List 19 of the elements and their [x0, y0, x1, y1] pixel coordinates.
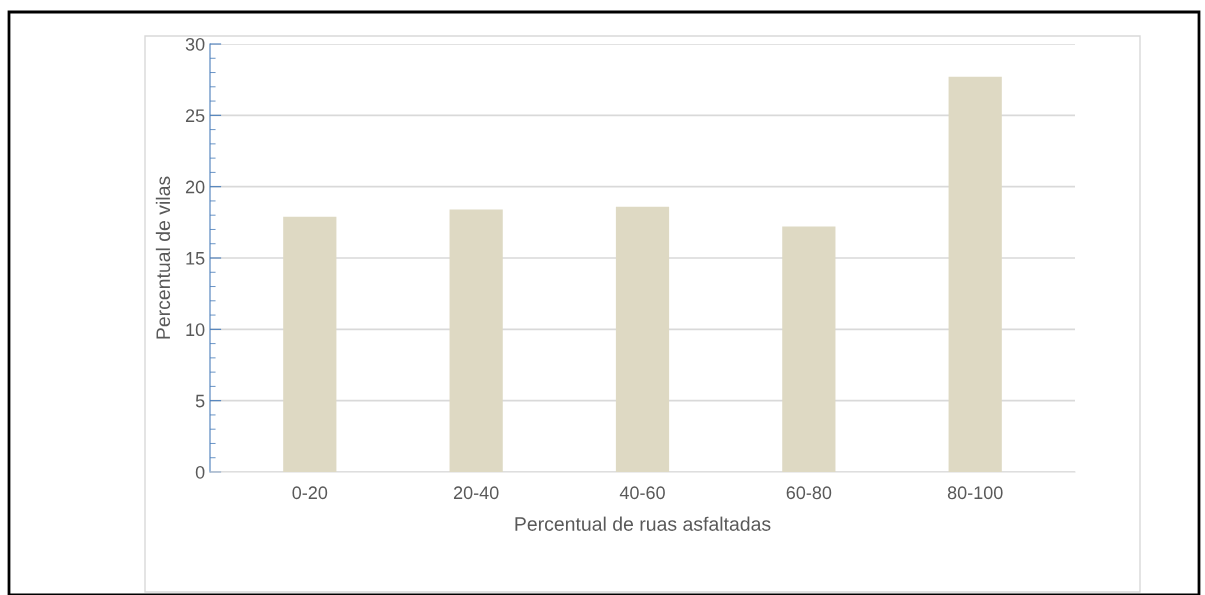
x-tick-label: 80-100 — [947, 486, 1003, 500]
x-tick-label: 0-20 — [292, 486, 328, 500]
x-axis-title: Percentual de ruas asfaltadas — [515, 516, 771, 531]
bar — [782, 226, 836, 472]
bar — [948, 76, 1002, 472]
y-tick-label: 25 — [185, 109, 205, 123]
bar — [283, 216, 337, 472]
y-tick-label: 5 — [195, 394, 205, 408]
y-axis-title: Percentual de vilas — [155, 176, 171, 339]
y-tick-label: 30 — [185, 37, 205, 51]
bar — [615, 206, 670, 472]
y-tick-label: 10 — [186, 323, 205, 337]
x-tick-label: 60-80 — [786, 486, 832, 500]
y-tick-label: 15 — [186, 252, 205, 265]
x-tick-label: 20-40 — [453, 486, 499, 500]
bar — [449, 209, 503, 472]
y-tick-label: 20 — [185, 180, 205, 194]
y-tick-label: 0 — [195, 465, 205, 479]
x-tick-label: 40-60 — [619, 486, 665, 500]
